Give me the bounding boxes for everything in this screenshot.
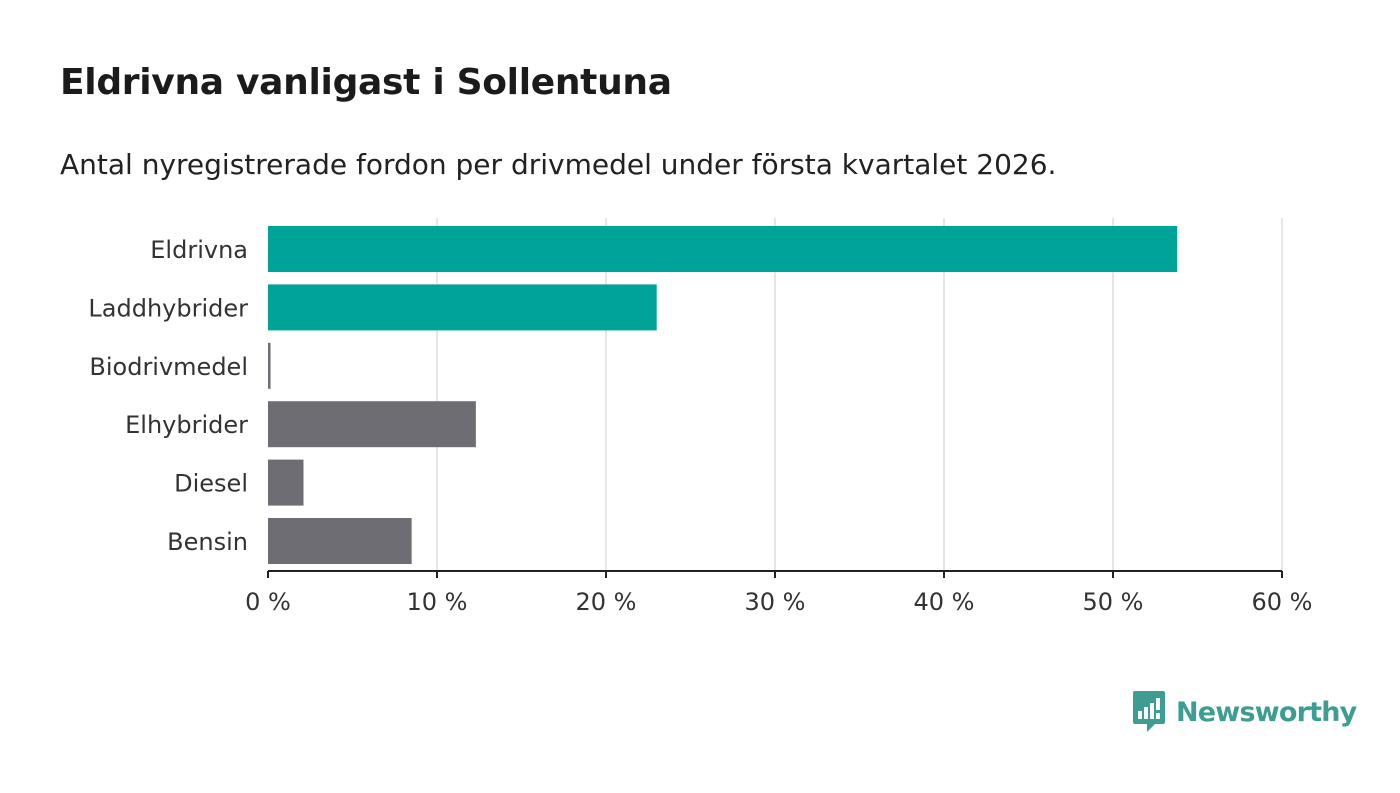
chart-subtitle: Antal nyregistrerade fordon per drivmede…: [60, 148, 1057, 181]
bar-eldrivna: [268, 226, 1178, 272]
gridlines: [436, 218, 1283, 571]
category-label-eldrivna: Eldrivna: [150, 236, 248, 264]
brand-name: Newsworthy: [1176, 696, 1357, 728]
x-tick-label-4: 40 %: [914, 588, 975, 616]
x-tick-label-3: 30 %: [745, 588, 806, 616]
newsworthy-logo-icon: [1133, 691, 1165, 732]
x-axis: 0 % 10 % 20 % 30 % 40 % 50 % 60 %: [245, 570, 1313, 616]
newsworthy-logo: Newsworthy: [1132, 690, 1357, 734]
x-tick-label-5: 50 %: [1083, 588, 1144, 616]
category-label-biodrivmedel: Biodrivmedel: [89, 353, 248, 381]
bar-biodrivmedel: [268, 342, 271, 389]
bar-laddhybrider: [268, 284, 657, 331]
category-labels: Eldrivna Laddhybrider Biodrivmedel Elhybrid…: [88, 236, 248, 556]
chart-title: Eldrivna vanligast i Sollentuna: [60, 62, 672, 103]
x-tick-label-1: 10 %: [407, 588, 468, 616]
bar-elhybrider: [268, 401, 476, 448]
category-label-diesel: Diesel: [174, 470, 248, 498]
bar-diesel: [268, 459, 304, 506]
category-label-laddhybrider: Laddhybrider: [88, 294, 248, 322]
category-label-elhybrider: Elhybrider: [125, 411, 248, 439]
bars: [268, 226, 1178, 564]
x-tick-label-6: 60 %: [1252, 588, 1313, 616]
category-label-bensin: Bensin: [167, 528, 248, 556]
x-tick-label-2: 20 %: [576, 588, 637, 616]
x-tick-label-0: 0 %: [245, 588, 291, 616]
bar-bensin: [268, 518, 412, 564]
